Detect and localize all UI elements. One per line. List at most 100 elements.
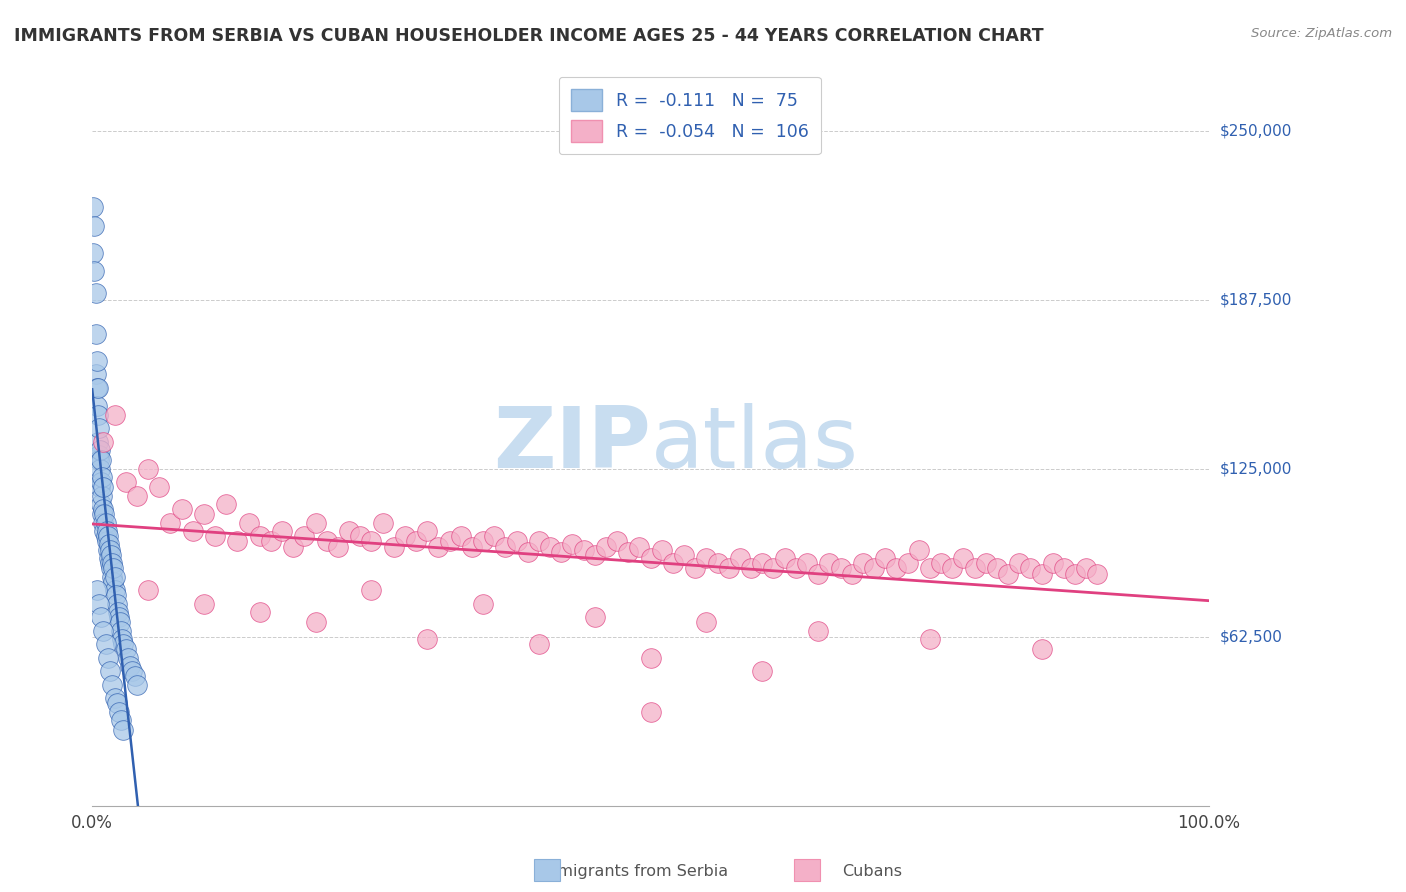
Point bbox=[82, 200, 104, 214]
Point bbox=[97, 650, 120, 665]
Point bbox=[94, 637, 117, 651]
Point bbox=[863, 561, 886, 575]
Point bbox=[97, 537, 120, 551]
Point bbox=[662, 556, 685, 570]
Point bbox=[886, 561, 908, 575]
Text: $62,500: $62,500 bbox=[1220, 630, 1284, 645]
Point bbox=[90, 453, 112, 467]
Text: $250,000: $250,000 bbox=[1220, 124, 1292, 138]
Point bbox=[405, 534, 427, 549]
Point bbox=[830, 561, 852, 575]
Point bbox=[484, 529, 506, 543]
Point bbox=[583, 610, 606, 624]
Point bbox=[1031, 566, 1053, 581]
Legend: R =  -0.111   N =  75, R =  -0.054   N =  106: R = -0.111 N = 75, R = -0.054 N = 106 bbox=[558, 77, 821, 154]
Point bbox=[101, 556, 124, 570]
Point bbox=[90, 475, 112, 489]
Point bbox=[87, 597, 110, 611]
Point bbox=[494, 540, 516, 554]
Point bbox=[394, 529, 416, 543]
Point bbox=[561, 537, 583, 551]
Point bbox=[360, 583, 382, 598]
Point bbox=[87, 408, 110, 422]
Text: ZIP: ZIP bbox=[494, 403, 651, 486]
Point bbox=[963, 561, 986, 575]
Point bbox=[818, 556, 841, 570]
Point bbox=[193, 597, 215, 611]
Point bbox=[103, 574, 125, 589]
Point bbox=[785, 561, 807, 575]
Point bbox=[105, 697, 128, 711]
Point bbox=[111, 632, 134, 646]
Point bbox=[706, 556, 728, 570]
Text: Source: ZipAtlas.com: Source: ZipAtlas.com bbox=[1251, 27, 1392, 40]
Point bbox=[84, 367, 107, 381]
Point bbox=[941, 561, 963, 575]
Point bbox=[283, 540, 305, 554]
Point bbox=[148, 481, 170, 495]
Point bbox=[121, 664, 143, 678]
Point bbox=[108, 615, 131, 630]
Point bbox=[751, 556, 773, 570]
Point bbox=[103, 583, 125, 598]
Point bbox=[651, 542, 673, 557]
Point bbox=[93, 524, 115, 538]
Point bbox=[572, 542, 595, 557]
Point bbox=[91, 469, 114, 483]
Point bbox=[112, 723, 135, 738]
Point bbox=[193, 508, 215, 522]
Point bbox=[550, 545, 572, 559]
Point bbox=[101, 677, 124, 691]
Point bbox=[93, 434, 115, 449]
Point bbox=[159, 516, 181, 530]
Point bbox=[94, 529, 117, 543]
Point bbox=[86, 400, 108, 414]
Point bbox=[907, 542, 929, 557]
Point bbox=[986, 561, 1008, 575]
Point bbox=[807, 624, 830, 638]
Point bbox=[117, 650, 139, 665]
Point bbox=[170, 502, 193, 516]
Point bbox=[110, 624, 132, 638]
Point bbox=[1031, 642, 1053, 657]
Point bbox=[416, 632, 439, 646]
Point bbox=[87, 453, 110, 467]
Point bbox=[86, 381, 108, 395]
Point bbox=[695, 615, 717, 630]
Point bbox=[606, 534, 628, 549]
Point bbox=[360, 534, 382, 549]
Point bbox=[100, 561, 122, 575]
Point bbox=[505, 534, 527, 549]
Point bbox=[98, 556, 121, 570]
Point bbox=[1008, 556, 1031, 570]
Text: IMMIGRANTS FROM SERBIA VS CUBAN HOUSEHOLDER INCOME AGES 25 - 44 YEARS CORRELATIO: IMMIGRANTS FROM SERBIA VS CUBAN HOUSEHOL… bbox=[14, 27, 1043, 45]
Point bbox=[326, 540, 349, 554]
Point bbox=[108, 705, 131, 719]
Text: Cubans: Cubans bbox=[842, 863, 901, 879]
Point bbox=[427, 540, 450, 554]
Point bbox=[952, 550, 974, 565]
Point bbox=[86, 583, 108, 598]
Point bbox=[114, 475, 136, 489]
Point bbox=[628, 540, 651, 554]
Point bbox=[125, 677, 148, 691]
Point bbox=[93, 502, 115, 516]
Point bbox=[896, 556, 918, 570]
Point bbox=[685, 561, 707, 575]
Point bbox=[87, 434, 110, 449]
Point bbox=[1019, 561, 1042, 575]
Point bbox=[100, 548, 122, 562]
Point bbox=[204, 529, 226, 543]
Point bbox=[382, 540, 405, 554]
Point bbox=[538, 540, 561, 554]
Point bbox=[1076, 561, 1098, 575]
Point bbox=[695, 550, 717, 565]
Point bbox=[87, 421, 110, 435]
Point bbox=[740, 561, 762, 575]
Point bbox=[271, 524, 294, 538]
Point bbox=[97, 529, 120, 543]
Point bbox=[94, 516, 117, 530]
Point bbox=[918, 561, 941, 575]
Point bbox=[87, 448, 110, 462]
Text: $187,500: $187,500 bbox=[1220, 293, 1292, 308]
